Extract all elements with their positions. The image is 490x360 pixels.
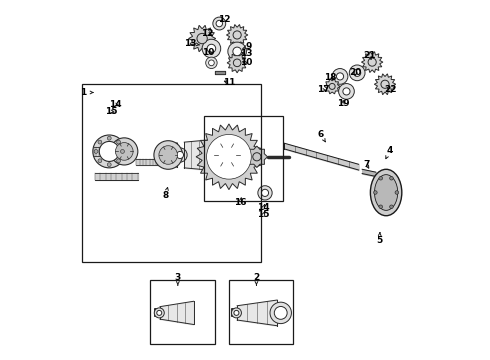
Polygon shape (226, 24, 248, 45)
Circle shape (337, 73, 343, 80)
Polygon shape (196, 124, 262, 190)
Text: 6: 6 (318, 130, 325, 142)
Text: 1: 1 (80, 88, 93, 97)
Circle shape (231, 308, 242, 318)
Circle shape (197, 33, 207, 44)
Text: 14: 14 (109, 100, 122, 109)
Circle shape (176, 152, 184, 158)
Circle shape (107, 136, 111, 140)
Circle shape (207, 135, 247, 175)
Polygon shape (374, 74, 396, 95)
Text: 2: 2 (253, 273, 260, 285)
Circle shape (93, 135, 126, 168)
Circle shape (98, 140, 102, 144)
Circle shape (154, 308, 164, 318)
Circle shape (206, 57, 217, 68)
Circle shape (173, 148, 187, 162)
Text: 20: 20 (349, 68, 362, 77)
Polygon shape (246, 146, 268, 167)
Text: 14: 14 (257, 203, 270, 212)
Circle shape (379, 176, 383, 180)
Circle shape (339, 84, 354, 99)
Circle shape (262, 189, 269, 197)
Ellipse shape (374, 175, 398, 210)
Text: 16: 16 (234, 198, 247, 207)
Circle shape (216, 20, 222, 27)
Circle shape (94, 149, 98, 153)
Text: 21: 21 (363, 51, 375, 60)
Polygon shape (362, 52, 383, 73)
Text: 10: 10 (240, 58, 253, 67)
Text: 3: 3 (175, 273, 181, 285)
Circle shape (98, 159, 102, 163)
Text: 4: 4 (386, 146, 393, 159)
Circle shape (111, 138, 138, 165)
Circle shape (116, 143, 133, 160)
Text: 12: 12 (201, 29, 213, 38)
Circle shape (233, 59, 241, 67)
Circle shape (270, 302, 292, 324)
Text: 5: 5 (376, 233, 382, 244)
Circle shape (253, 153, 261, 161)
Circle shape (354, 69, 361, 76)
Text: 15: 15 (257, 210, 270, 219)
Circle shape (395, 191, 398, 194)
Bar (82, 84, 261, 262)
Text: 13: 13 (240, 49, 253, 58)
Circle shape (157, 310, 162, 315)
Text: 19: 19 (337, 99, 349, 108)
Circle shape (117, 159, 121, 163)
Polygon shape (324, 79, 340, 94)
Circle shape (258, 186, 272, 200)
Text: 11: 11 (223, 78, 236, 87)
Circle shape (228, 42, 246, 61)
Bar (229, 280, 293, 344)
Circle shape (159, 146, 177, 164)
Text: 10: 10 (202, 48, 215, 57)
Circle shape (207, 134, 251, 179)
Circle shape (107, 163, 111, 167)
Text: 15: 15 (105, 107, 117, 116)
Circle shape (207, 44, 216, 53)
Text: 9: 9 (243, 41, 252, 50)
Circle shape (381, 80, 389, 88)
Text: 22: 22 (385, 85, 397, 94)
Circle shape (121, 149, 124, 153)
Bar (204, 116, 283, 202)
Text: 8: 8 (163, 188, 169, 200)
Text: 13: 13 (184, 39, 200, 48)
Circle shape (214, 142, 240, 168)
Text: 7: 7 (363, 160, 369, 169)
Circle shape (373, 191, 377, 194)
Circle shape (154, 141, 182, 169)
Polygon shape (227, 53, 247, 73)
Text: 12: 12 (218, 15, 230, 24)
Circle shape (329, 84, 335, 89)
Text: 17: 17 (317, 85, 329, 94)
Circle shape (368, 58, 376, 66)
Ellipse shape (370, 169, 402, 216)
Circle shape (217, 144, 242, 169)
Circle shape (343, 88, 350, 95)
Circle shape (213, 17, 226, 30)
Circle shape (99, 141, 119, 161)
Circle shape (390, 176, 393, 180)
Circle shape (349, 65, 365, 81)
Circle shape (233, 31, 241, 39)
Circle shape (202, 39, 220, 58)
Circle shape (233, 47, 242, 56)
Circle shape (274, 306, 287, 319)
Bar (150, 280, 215, 344)
Circle shape (332, 68, 348, 84)
Circle shape (390, 205, 393, 208)
Circle shape (234, 310, 239, 315)
Circle shape (209, 60, 214, 66)
Polygon shape (189, 25, 216, 52)
Circle shape (379, 205, 383, 208)
Text: 18: 18 (324, 73, 337, 82)
Circle shape (117, 140, 121, 144)
